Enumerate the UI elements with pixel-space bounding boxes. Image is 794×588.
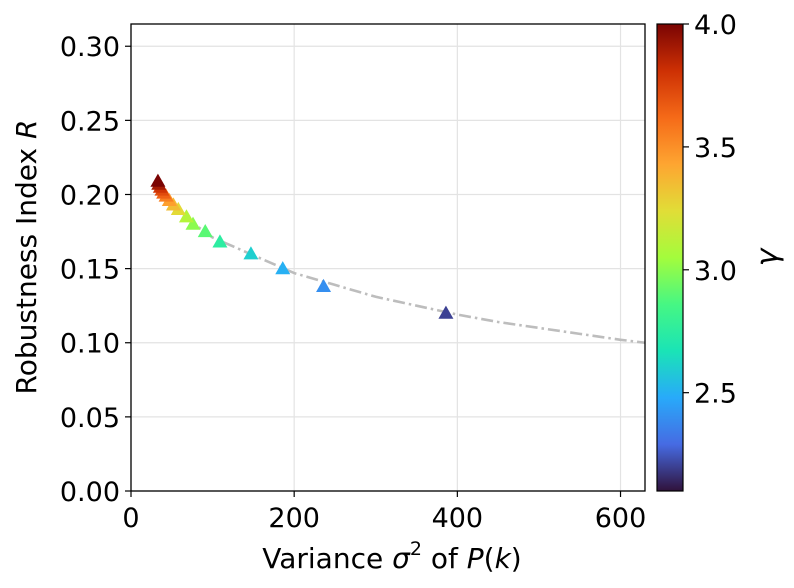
x-axis-ticks: 0 200 400 600 [122, 491, 646, 534]
y-tick-label: 0.10 [60, 329, 120, 360]
data-point [150, 173, 166, 187]
data-point [185, 216, 201, 230]
plot-frame [130, 23, 646, 492]
x-tick-label: 400 [432, 503, 484, 534]
colorbar-tick-label: 3.0 [694, 256, 737, 287]
y-axis-label: Robustness Index R [10, 120, 43, 395]
fit-line-group [156, 181, 646, 345]
x-tick-label: 600 [595, 503, 647, 534]
colorbar-ticks: 2.5 3.0 3.5 4.0 [683, 10, 737, 410]
y-tick-label: 0.30 [60, 32, 120, 63]
data-point [316, 278, 332, 293]
y-tick-label: 0.15 [60, 255, 120, 286]
grid [130, 24, 645, 492]
data-point [212, 234, 228, 248]
colorbar-tick-label: 4.0 [694, 10, 737, 41]
colorbar [656, 23, 684, 492]
colorbar-tick-label: 2.5 [694, 379, 737, 410]
y-tick-label: 0.20 [60, 180, 120, 211]
data-point [275, 261, 291, 275]
y-tick-label: 0.00 [60, 477, 120, 508]
data-point [178, 209, 194, 223]
y-axis-ticks: 0.00 0.05 0.10 0.15 0.20 0.25 0.30 [60, 32, 131, 508]
y-tick-label: 0.25 [60, 106, 120, 137]
x-axis-label: Variance σ2 of P(k) [262, 538, 521, 575]
colorbar-label: γ [750, 246, 785, 266]
data-point [438, 305, 454, 319]
colorbar-tick-label: 3.5 [694, 133, 737, 164]
x-tick-label: 200 [268, 503, 320, 534]
data-point [197, 224, 213, 238]
y-tick-label: 0.05 [60, 403, 120, 434]
data-points [150, 173, 454, 319]
fit-line [156, 181, 646, 345]
data-point [243, 246, 259, 260]
x-tick-label: 0 [122, 503, 139, 534]
